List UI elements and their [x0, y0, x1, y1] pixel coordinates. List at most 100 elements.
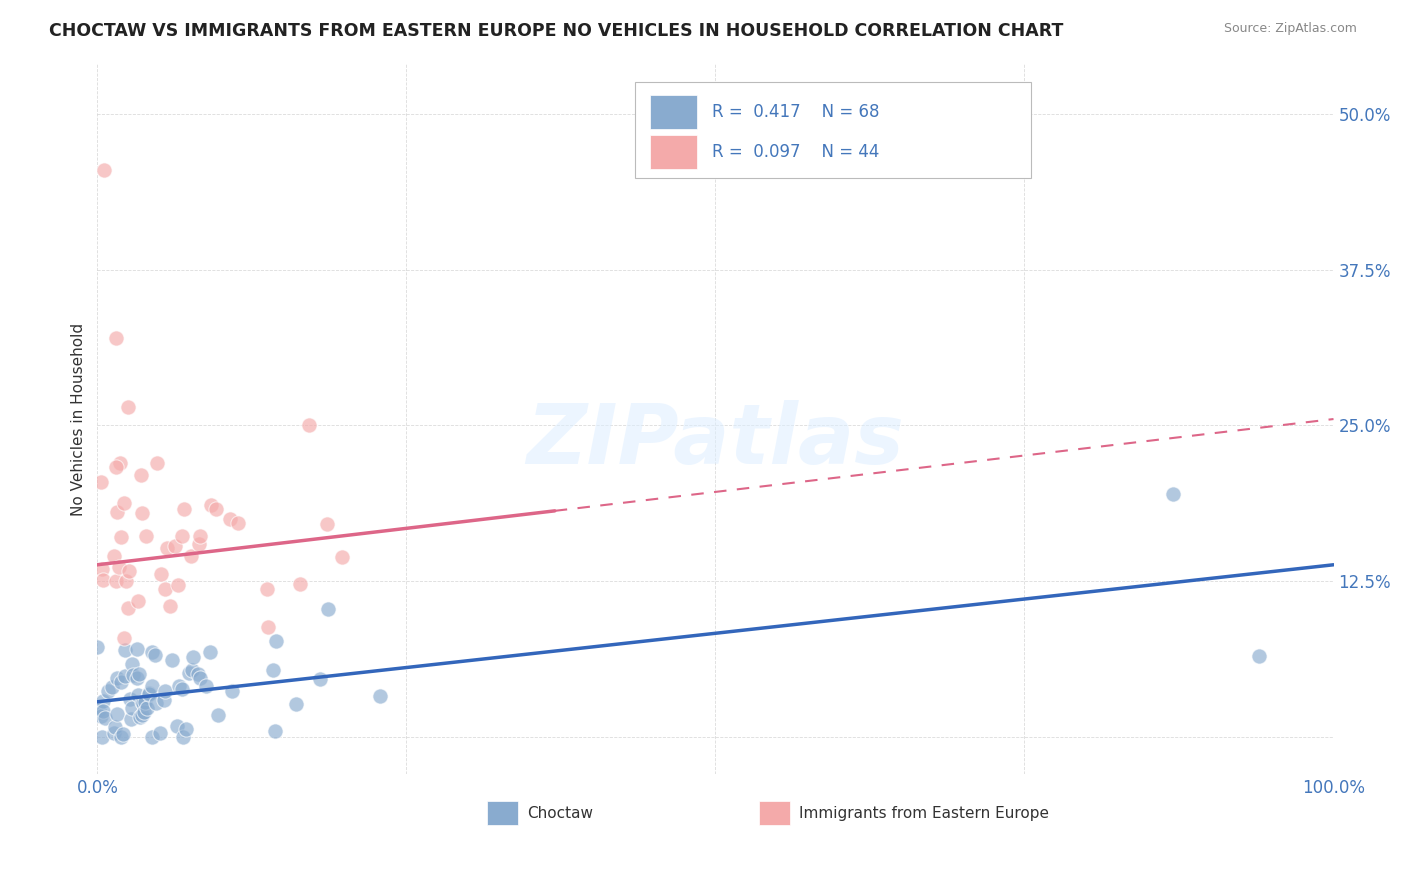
- Text: R =  0.097    N = 44: R = 0.097 N = 44: [711, 143, 879, 161]
- Point: [180, 663, 202, 677]
- Point: [153, 582, 176, 597]
- Point: [204, 501, 226, 516]
- Point: [194, 679, 217, 693]
- Point: [101, 680, 124, 694]
- Point: [141, 730, 163, 744]
- Point: [153, 692, 176, 706]
- Point: [187, 667, 209, 681]
- Point: [129, 710, 152, 724]
- Point: [103, 549, 125, 563]
- Point: [141, 680, 163, 694]
- Point: [128, 667, 150, 681]
- Point: [105, 671, 128, 685]
- Point: [166, 719, 188, 733]
- Text: Immigrants from Eastern Europe: Immigrants from Eastern Europe: [800, 805, 1049, 821]
- Point: [105, 707, 128, 722]
- Point: [218, 512, 240, 526]
- Point: [104, 720, 127, 734]
- Point: [174, 722, 197, 736]
- Point: [143, 648, 166, 662]
- Point: [330, 550, 353, 565]
- Point: [156, 541, 179, 556]
- Point: [135, 529, 157, 543]
- Point: [134, 705, 156, 719]
- Point: [262, 663, 284, 677]
- Point: [91, 704, 114, 718]
- Point: [170, 681, 193, 696]
- Text: R =  0.417    N = 68: R = 0.417 N = 68: [711, 103, 879, 121]
- Text: ZIPatlas: ZIPatlas: [526, 400, 904, 481]
- Text: Choctaw: Choctaw: [527, 805, 593, 821]
- Point: [90, 562, 112, 576]
- Point: [188, 671, 211, 685]
- Point: [108, 456, 131, 470]
- Point: [110, 730, 132, 744]
- Point: [122, 668, 145, 682]
- Point: [284, 698, 307, 712]
- Point: [288, 576, 311, 591]
- Point: [110, 674, 132, 689]
- Point: [155, 684, 177, 698]
- Text: CHOCTAW VS IMMIGRANTS FROM EASTERN EUROPE NO VEHICLES IN HOUSEHOLD CORRELATION C: CHOCTAW VS IMMIGRANTS FROM EASTERN EUROP…: [49, 22, 1063, 40]
- FancyBboxPatch shape: [636, 82, 1031, 178]
- Point: [104, 331, 127, 345]
- Point: [114, 642, 136, 657]
- Point: [226, 516, 249, 530]
- Point: [110, 531, 132, 545]
- Point: [112, 496, 135, 510]
- Point: [104, 574, 127, 588]
- Point: [145, 456, 167, 470]
- Point: [264, 634, 287, 648]
- Point: [167, 578, 190, 592]
- Point: [120, 712, 142, 726]
- Point: [91, 573, 114, 587]
- Point: [108, 560, 131, 574]
- Point: [207, 707, 229, 722]
- Point: [121, 657, 143, 671]
- Point: [117, 400, 139, 414]
- Point: [221, 684, 243, 698]
- Point: [169, 679, 191, 693]
- Point: [118, 692, 141, 706]
- Bar: [486, 801, 517, 825]
- Point: [177, 665, 200, 680]
- Point: [97, 683, 120, 698]
- Point: [149, 726, 172, 740]
- Point: [198, 645, 221, 659]
- Bar: [650, 135, 697, 169]
- Point: [111, 727, 134, 741]
- Point: [121, 700, 143, 714]
- Point: [264, 724, 287, 739]
- Point: [91, 730, 114, 744]
- Point: [173, 501, 195, 516]
- Point: [103, 726, 125, 740]
- Point: [181, 650, 204, 665]
- Point: [91, 694, 114, 708]
- Point: [127, 671, 149, 685]
- Text: Source: ZipAtlas.com: Source: ZipAtlas.com: [1223, 22, 1357, 36]
- Point: [125, 642, 148, 657]
- Point: [105, 504, 128, 518]
- Point: [180, 549, 202, 564]
- Point: [315, 516, 337, 531]
- Point: [93, 163, 115, 178]
- Point: [114, 669, 136, 683]
- Point: [117, 600, 139, 615]
- Point: [316, 602, 339, 616]
- Point: [145, 696, 167, 710]
- Point: [90, 475, 112, 489]
- Point: [308, 673, 330, 687]
- Point: [170, 529, 193, 543]
- Point: [159, 599, 181, 614]
- Point: [172, 730, 194, 744]
- Point: [127, 688, 149, 702]
- Point: [129, 468, 152, 483]
- Point: [90, 709, 112, 723]
- Point: [93, 711, 115, 725]
- Point: [256, 582, 278, 597]
- Point: [141, 645, 163, 659]
- Point: [150, 567, 173, 582]
- Point: [115, 574, 138, 588]
- Point: [257, 620, 280, 634]
- Point: [136, 701, 159, 715]
